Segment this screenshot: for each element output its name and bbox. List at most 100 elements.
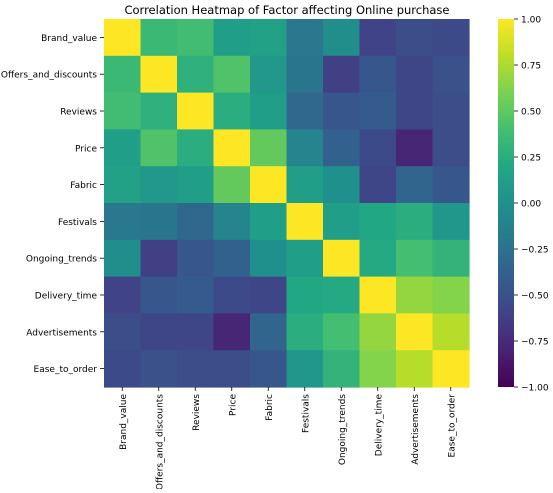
heatmap-cell-Reviews-Brand_value bbox=[104, 92, 142, 130]
x-tick-label: Fabric bbox=[265, 394, 275, 421]
heatmap-cell-Brand_value-Ongoing_trends bbox=[323, 19, 361, 57]
heatmap-cells bbox=[104, 19, 470, 388]
heatmap-cell-Ongoing_trends-Festivals bbox=[286, 239, 324, 278]
colorbar-tick-label: 0.75 bbox=[521, 62, 541, 72]
heatmap-cell-Festivals-Advertisements bbox=[396, 203, 434, 241]
heatmap-cell-Advertisements-Reviews bbox=[177, 313, 215, 351]
heatmap-cell-Ongoing_trends-Ongoing_trends bbox=[323, 239, 361, 278]
colorbar: 1.00 0.75 0.50 0.25 0.00 −0.25 −0.50 −0.75 −1.00 bbox=[498, 16, 549, 394]
y-tick-label: Ongoing_trends bbox=[26, 255, 97, 265]
heatmap-cell-Advertisements-Offers_and_discounts bbox=[140, 313, 178, 351]
heatmap-cell-Fabric-Advertisements bbox=[396, 166, 434, 204]
y-tick-label: Festivals bbox=[58, 218, 97, 228]
heatmap-cell-Fabric-Reviews bbox=[177, 166, 215, 204]
heatmap-cell-Reviews-Ongoing_trends bbox=[323, 92, 361, 130]
colorbar-tick-label: 0.25 bbox=[521, 154, 541, 164]
heatmap-cell-Reviews-Ease_to_order bbox=[432, 92, 470, 130]
heatmap-cell-Brand_value-Offers_and_discounts bbox=[140, 19, 178, 57]
heatmap-cell-Brand_value-Price bbox=[213, 19, 251, 57]
heatmap-cell-Reviews-Delivery_time bbox=[359, 92, 397, 130]
colorbar-tick-label: 1.00 bbox=[521, 16, 541, 26]
heatmap-cell-Price-Fabric bbox=[250, 129, 288, 167]
y-tick-label: Fabric bbox=[70, 181, 97, 191]
heatmap-cell-Ongoing_trends-Offers_and_discounts bbox=[140, 239, 178, 278]
heatmap-cell-Reviews-Advertisements bbox=[396, 92, 434, 130]
heatmap-cell-Brand_value-Ease_to_order bbox=[432, 19, 470, 57]
heatmap-cell-Reviews-Offers_and_discounts bbox=[140, 92, 178, 130]
heatmap-cell-Festivals-Offers_and_discounts bbox=[140, 203, 178, 241]
heatmap-cell-Delivery_time-Brand_value bbox=[104, 276, 142, 314]
heatmap-cell-Reviews-Reviews bbox=[177, 92, 215, 130]
heatmap-cell-Delivery_time-Delivery_time bbox=[359, 276, 397, 314]
heatmap-cell-Brand_value-Fabric bbox=[250, 19, 288, 57]
heatmap-cell-Offers_and_discounts-Offers_and_discounts bbox=[140, 55, 178, 94]
heatmap-cell-Fabric-Price bbox=[213, 166, 251, 204]
heatmap-cell-Price-Offers_and_discounts bbox=[140, 129, 178, 167]
heatmap-cell-Ongoing_trends-Brand_value bbox=[104, 239, 142, 278]
colorbar-gradient bbox=[498, 19, 514, 387]
y-tick-label: Ease_to_order bbox=[34, 365, 98, 375]
heatmap-cell-Price-Delivery_time bbox=[359, 129, 397, 167]
heatmap-cell-Brand_value-Delivery_time bbox=[359, 19, 397, 57]
heatmap-cell-Advertisements-Brand_value bbox=[104, 313, 142, 351]
heatmap-cell-Advertisements-Advertisements bbox=[396, 313, 434, 351]
x-tick-label: Offers_and_discounts bbox=[155, 394, 165, 489]
heatmap-cell-Offers_and_discounts-Brand_value bbox=[104, 55, 142, 94]
y-tick-label: Advertisements bbox=[26, 328, 97, 338]
heatmap-cell-Ongoing_trends-Fabric bbox=[250, 239, 288, 278]
x-tick-label: Delivery_time bbox=[374, 394, 384, 457]
heatmap-cell-Advertisements-Ongoing_trends bbox=[323, 313, 361, 351]
heatmap-cell-Delivery_time-Offers_and_discounts bbox=[140, 276, 178, 314]
heatmap-cell-Festivals-Fabric bbox=[250, 203, 288, 241]
heatmap-cell-Festivals-Brand_value bbox=[104, 203, 142, 241]
heatmap-cell-Ongoing_trends-Price bbox=[213, 239, 251, 278]
heatmap-cell-Advertisements-Delivery_time bbox=[359, 313, 397, 351]
heatmap-cell-Fabric-Ease_to_order bbox=[432, 166, 470, 204]
heatmap-cell-Delivery_time-Ongoing_trends bbox=[323, 276, 361, 314]
heatmap-cell-Offers_and_discounts-Ease_to_order bbox=[432, 55, 470, 94]
colorbar-tick-label: −0.75 bbox=[521, 338, 549, 348]
heatmap-cell-Ongoing_trends-Advertisements bbox=[396, 239, 434, 278]
x-tick-label: Ongoing_trends bbox=[338, 394, 348, 465]
heatmap-cell-Festivals-Reviews bbox=[177, 203, 215, 241]
heatmap-cell-Ease_to_order-Fabric bbox=[250, 350, 288, 388]
heatmap-cell-Ongoing_trends-Delivery_time bbox=[359, 239, 397, 278]
heatmap-cell-Fabric-Fabric bbox=[250, 166, 288, 204]
x-tick-label: Price bbox=[228, 394, 238, 416]
colorbar-tick-label: 0.00 bbox=[521, 200, 541, 210]
y-tick-label: Delivery_time bbox=[35, 292, 98, 302]
heatmap-cell-Ease_to_order-Advertisements bbox=[396, 350, 434, 388]
heatmap-cell-Price-Festivals bbox=[286, 129, 324, 167]
x-tick-label: Advertisements bbox=[411, 394, 421, 465]
colorbar-tick-label: 0.50 bbox=[521, 108, 541, 118]
heatmap-cell-Ease_to_order-Reviews bbox=[177, 350, 215, 388]
heatmap-cell-Festivals-Delivery_time bbox=[359, 203, 397, 241]
heatmap-cell-Delivery_time-Ease_to_order bbox=[432, 276, 470, 314]
heatmap-cell-Festivals-Price bbox=[213, 203, 251, 241]
heatmap-cell-Ongoing_trends-Reviews bbox=[177, 239, 215, 278]
heatmap-cell-Advertisements-Ease_to_order bbox=[432, 313, 470, 351]
heatmap-cell-Ease_to_order-Festivals bbox=[286, 350, 324, 388]
heatmap-cell-Ease_to_order-Ease_to_order bbox=[432, 350, 470, 388]
x-tick-label: Ease_to_order bbox=[447, 394, 457, 458]
heatmap-cell-Ease_to_order-Offers_and_discounts bbox=[140, 350, 178, 388]
heatmap-cell-Fabric-Offers_and_discounts bbox=[140, 166, 178, 204]
heatmap-cell-Fabric-Festivals bbox=[286, 166, 324, 204]
heatmap-cell-Price-Price bbox=[213, 129, 251, 167]
heatmap-cell-Ease_to_order-Price bbox=[213, 350, 251, 388]
colorbar-tick-label: −0.50 bbox=[521, 292, 549, 302]
chart-title: Correlation Heatmap of Factor affecting … bbox=[124, 3, 449, 17]
heatmap-cell-Delivery_time-Price bbox=[213, 276, 251, 314]
y-tick-label: Brand_value bbox=[41, 34, 97, 44]
heatmap-cell-Offers_and_discounts-Ongoing_trends bbox=[323, 55, 361, 94]
heatmap-cell-Ease_to_order-Ongoing_trends bbox=[323, 350, 361, 388]
heatmap-cell-Reviews-Fabric bbox=[250, 92, 288, 130]
heatmap-cell-Advertisements-Fabric bbox=[250, 313, 288, 351]
heatmap-cell-Delivery_time-Reviews bbox=[177, 276, 215, 314]
heatmap-cell-Offers_and_discounts-Price bbox=[213, 55, 251, 94]
heatmap-cell-Brand_value-Festivals bbox=[286, 19, 324, 57]
heatmap-cell-Festivals-Festivals bbox=[286, 203, 324, 241]
heatmap-cell-Price-Reviews bbox=[177, 129, 215, 167]
